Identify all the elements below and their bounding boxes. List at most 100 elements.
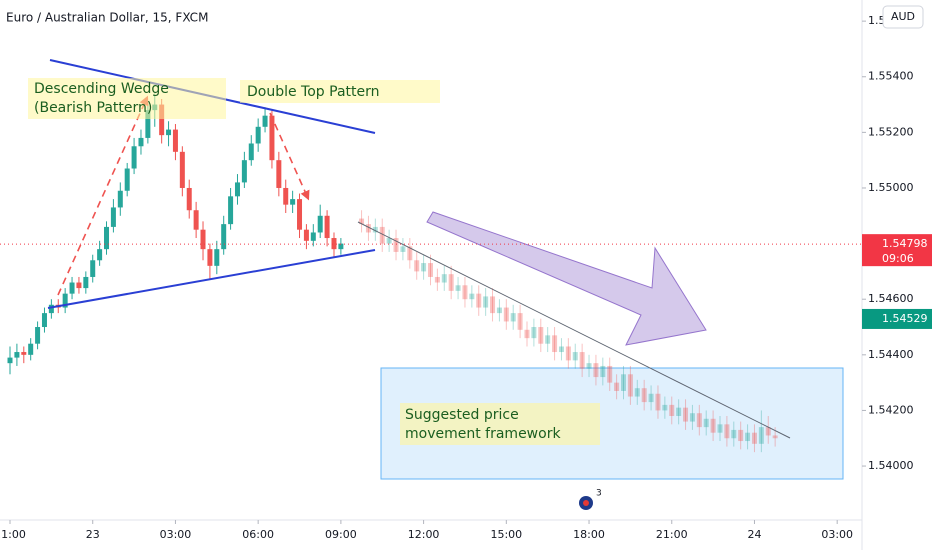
candle-body [538,327,544,344]
candle-body [83,276,89,289]
candle-body [620,374,626,391]
candle-body [262,115,268,127]
candle-body [69,282,75,294]
candle-body [503,307,509,322]
candle-body [131,146,137,169]
candle-body [21,352,27,355]
y-tick-label: 1.54000 [868,459,914,472]
candle-body [552,335,558,353]
candle-body [634,388,640,397]
target-price-tag [862,308,932,329]
candle-body [221,224,227,250]
candle-body [579,352,585,369]
candle-body [441,274,447,283]
x-tick-label: 09:00 [325,528,357,541]
candle-body [7,357,13,364]
candle-body [138,137,144,147]
wedge-lower-line [47,249,376,309]
candle-body [710,418,716,433]
candle-body [234,182,240,197]
candle-body [676,407,682,416]
candle-body [317,215,323,233]
currency-button-label[interactable]: AUD [891,10,915,23]
candle-body [483,296,489,308]
candle-body [290,199,296,205]
direction-arrow [426,211,707,346]
candle-body [90,260,96,277]
chart-title: Euro / Australian Dollar, 15, FXCM [6,11,208,25]
candle-body [545,335,551,344]
candle-body [758,427,764,444]
framework-label-box [400,403,600,445]
candle-body [683,407,689,422]
candle-body [310,232,316,241]
candle-body [104,226,110,250]
candle-body [745,432,751,442]
y-tick-label: 1.55200 [868,125,914,138]
candle-body [462,285,468,300]
candle-body [738,429,744,442]
candle-body [765,427,771,436]
candle-body [76,282,82,289]
candle-body [724,424,730,439]
currency-button[interactable] [882,5,924,29]
candle-body [283,187,289,205]
wedge-label: Descending Wedge [34,81,169,97]
candle-body [200,229,206,250]
event-badge: 3 [579,489,602,510]
candle-body [648,393,654,403]
x-tick-label: 06:00 [242,528,274,541]
candle-body [338,243,344,250]
candle-body [359,218,365,225]
candle-body [731,429,737,439]
candle-body [303,229,309,241]
y-tick-label: 1.55000 [868,181,914,194]
candle-body [607,365,613,383]
candle-body [297,199,303,230]
x-tick-label: 18:00 [573,528,605,541]
candle-body [531,327,537,339]
wedge-label: (Bearish Pattern) [34,100,152,116]
candle-body [669,404,675,416]
candle-body [414,260,420,272]
badge-icon [583,500,589,506]
candle-body [772,435,778,439]
candle-body [469,293,475,300]
candle-body [41,313,47,328]
candle-body [572,352,578,361]
candle-body [717,424,723,433]
y-tick-label: 1.55400 [868,70,914,83]
target-price-label: 1.54529 [882,312,928,325]
candle-body [172,129,178,152]
badge-count: 3 [596,489,602,499]
candle-body [193,210,199,230]
candle-body [97,249,103,261]
countdown-label: 09:06 [882,252,914,265]
candle-body [166,129,172,136]
x-tick-label: 12:00 [408,528,440,541]
candle-body [62,293,68,308]
candle-body [593,363,599,378]
candle-body [331,238,337,250]
candle-body [600,365,606,378]
candle-body [48,304,54,314]
candle-body [614,382,620,391]
x-tick-label: 03:00 [821,528,853,541]
candle-body [365,224,371,233]
candle-body [524,329,530,339]
candle-body [627,374,633,397]
candle-body [117,190,123,208]
projection-trendline [357,221,791,439]
candle-body [407,246,413,261]
candle-body [448,274,454,291]
x-tick-label: 21:00 [656,528,688,541]
candle-body [241,160,247,183]
candle-body [186,187,192,211]
candle-body [434,276,440,283]
current-price-tag [862,234,932,267]
candle-body [255,126,261,144]
candle-body [110,207,116,227]
candle-body [517,313,523,330]
x-tick-label: 03:00 [160,528,192,541]
